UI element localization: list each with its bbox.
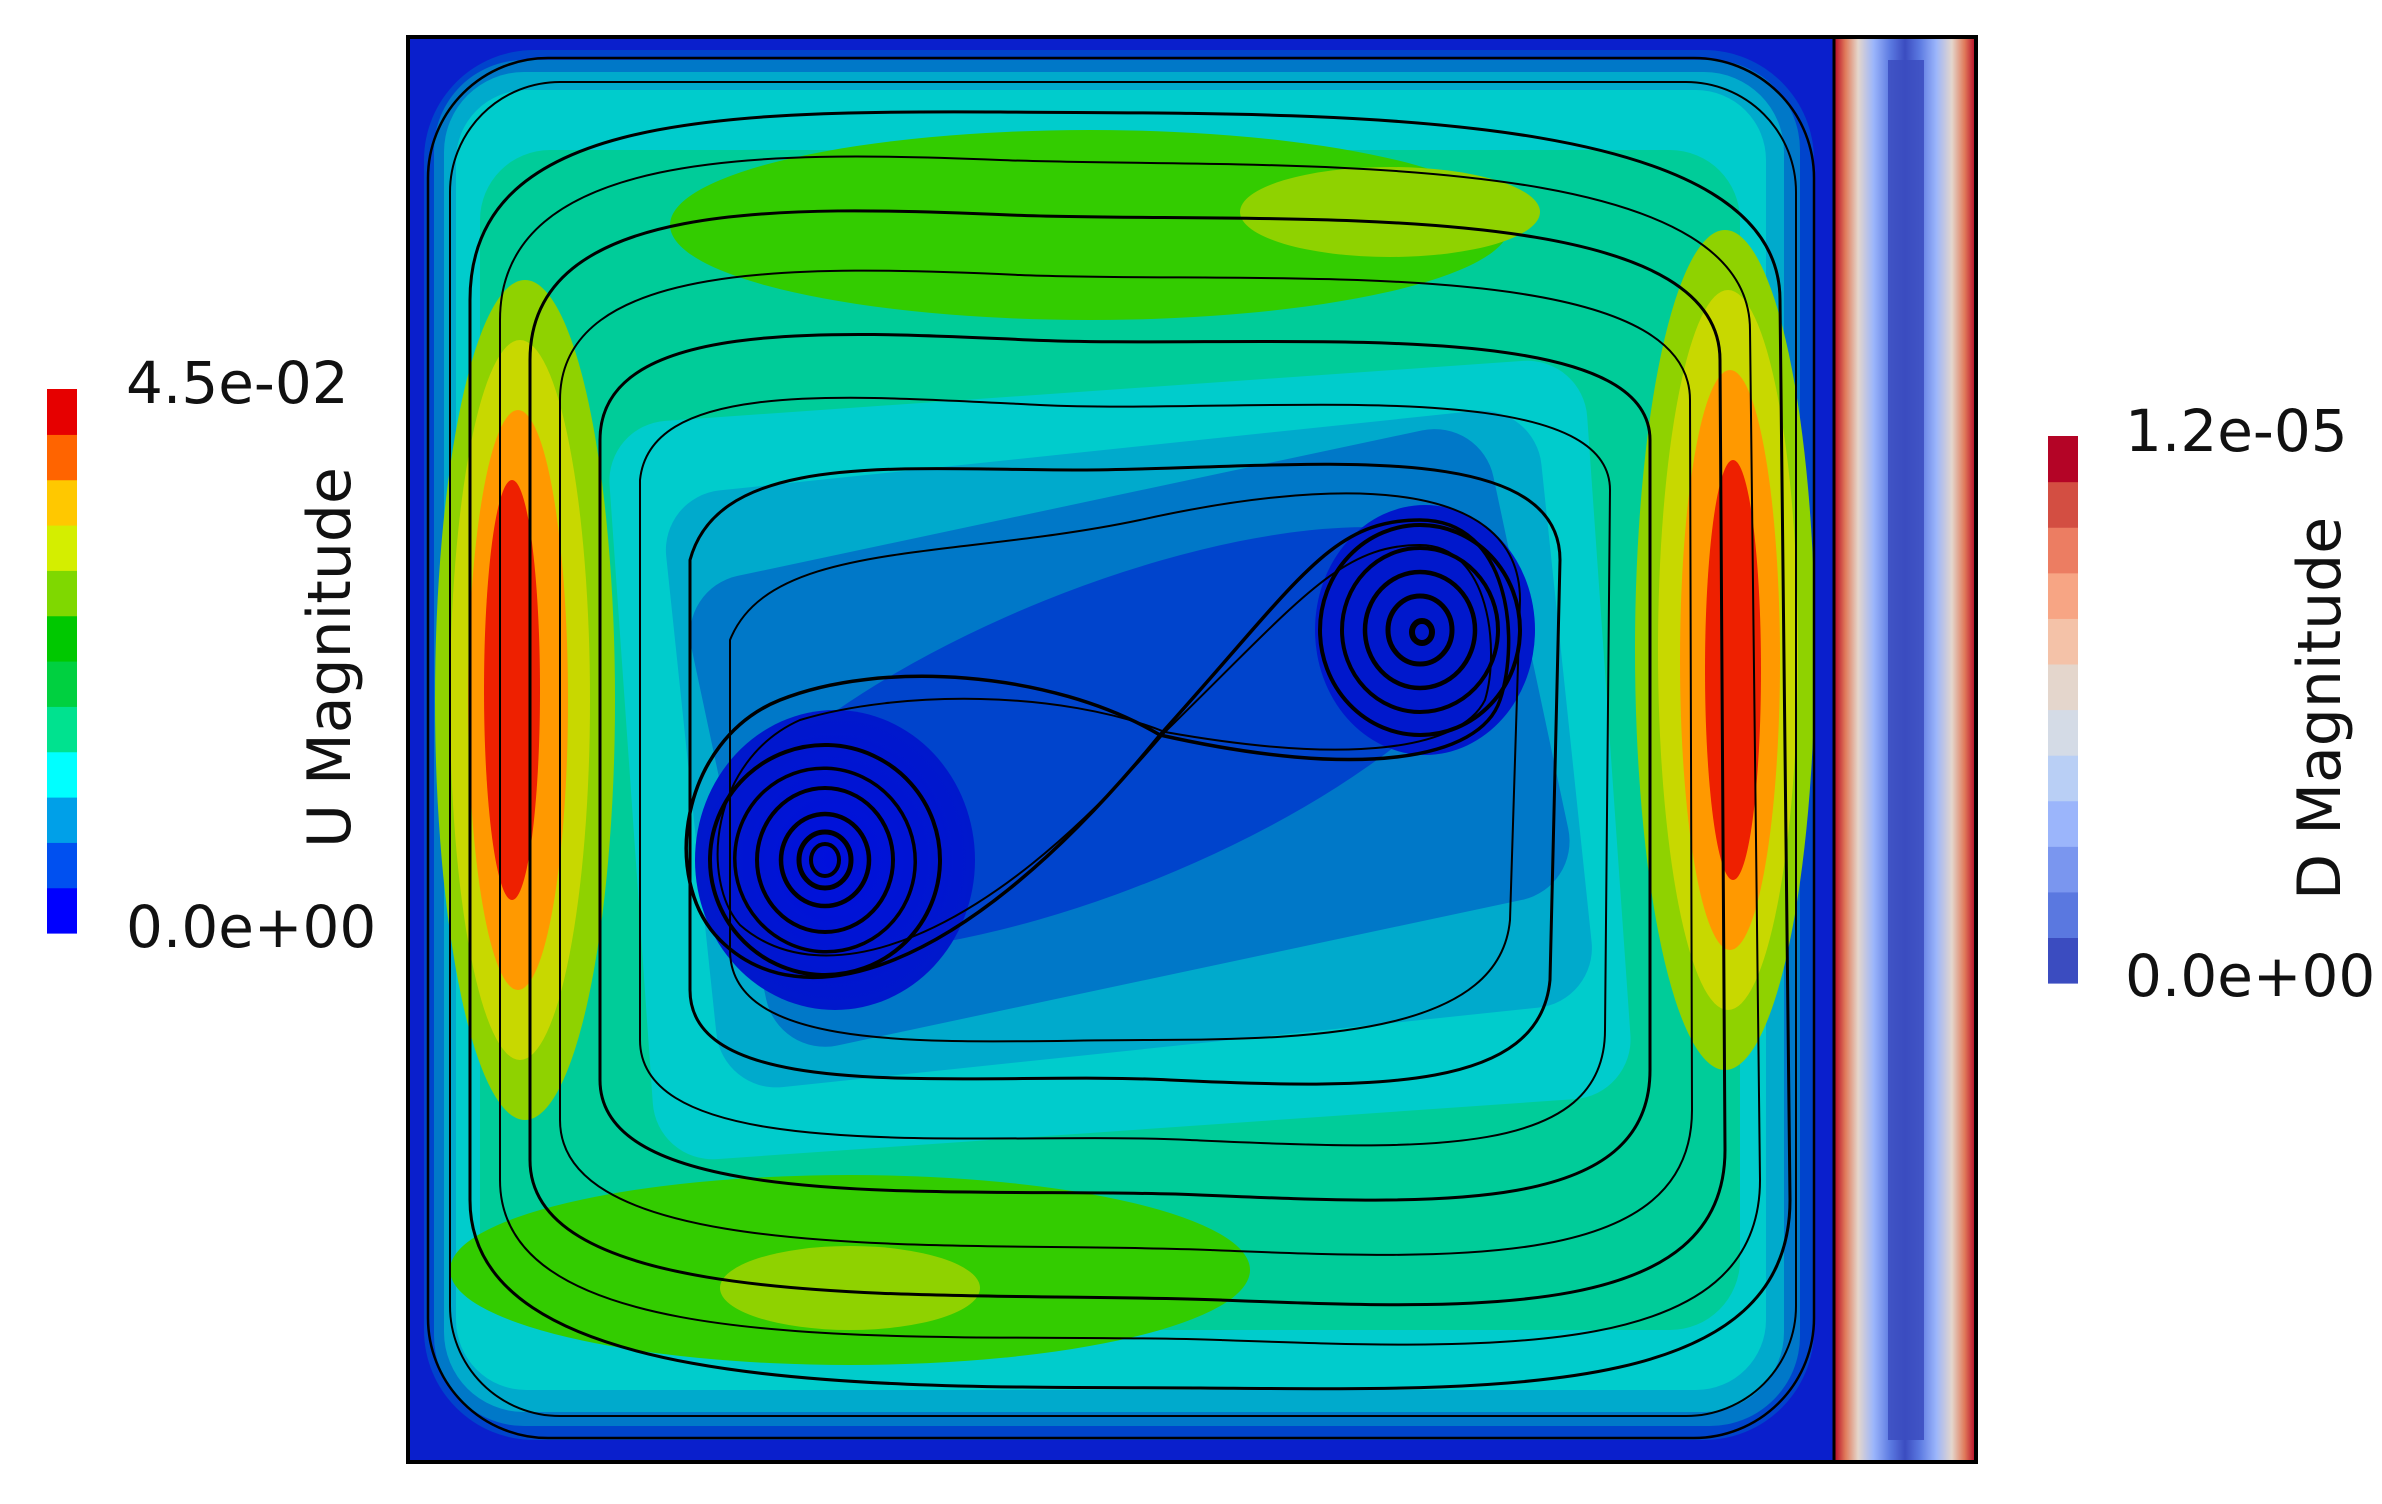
streamline-5 [528, 209, 1727, 1307]
d-magnitude-title: D Magnitude [2285, 516, 2355, 900]
d-magnitude-min-label: 0.0e+00 [2125, 942, 2376, 1010]
streamline-9 [688, 462, 1562, 1086]
u-magnitude-swatch-3 [47, 751, 77, 798]
u-magnitude-swatch-8 [47, 525, 77, 571]
d-magnitude-swatch-6 [2048, 663, 2078, 711]
u-magnitude-swatch-0 [47, 887, 77, 934]
d-magnitude-swatch-7 [2048, 618, 2078, 665]
vortex-left-ring-2 [733, 766, 917, 954]
u-magnitude-max-label: 4.5e-02 [126, 349, 349, 417]
u-magnitude-title: U Magnitude [295, 467, 365, 848]
vortex-right-ring-4 [1385, 593, 1455, 667]
vortex-right-ring-5 [1409, 618, 1435, 646]
u-magnitude-swatch-1 [47, 842, 77, 889]
d-magnitude-swatch-5 [2048, 709, 2078, 756]
streamline-7 [598, 332, 1652, 1202]
u-magnitude-swatch-4 [47, 706, 77, 753]
u-magnitude-swatch-7 [47, 570, 77, 617]
vortex-right-ring-2 [1340, 546, 1500, 714]
d-magnitude-swatch-3 [2048, 800, 2078, 847]
d-magnitude-swatch-4 [2048, 755, 2078, 802]
d-magnitude-colorbar [2048, 436, 2078, 984]
d-magnitude-swatch-9 [2048, 527, 2078, 574]
u-magnitude-swatch-11 [47, 389, 77, 435]
u-magnitude-colorbar [47, 389, 77, 934]
contour-right-red [1705, 460, 1761, 880]
u-magnitude-swatch-2 [47, 797, 77, 843]
contour-left-red [484, 480, 540, 900]
vortex-right-ring-1 [1318, 523, 1522, 737]
d-magnitude-swatch-0 [2048, 937, 2078, 984]
vortex-right-ring-3 [1362, 569, 1478, 691]
domain-border [406, 35, 1978, 1464]
vortex-left-core [695, 710, 975, 1010]
vortex-left-ring-3 [755, 786, 895, 934]
streamline-3 [468, 110, 1792, 1391]
u-magnitude-swatch-5 [47, 661, 77, 707]
solid-center-band [1888, 60, 1924, 1440]
d-magnitude-swatch-1 [2048, 891, 2078, 939]
streamline-outer-2 [449, 81, 1797, 1417]
u-magnitude-swatch-6 [47, 615, 77, 662]
contour-top-lightgreen [1240, 167, 1540, 257]
streamline-10 [729, 492, 1522, 1043]
vortex-left-ring-6 [809, 842, 841, 878]
d-magnitude-swatch-10 [2048, 481, 2078, 528]
streamline-8 [639, 396, 1612, 1147]
streamline-4 [499, 155, 1762, 1346]
vortex-left-ring-1 [708, 743, 942, 977]
vortex-left-ring-4 [778, 811, 872, 909]
d-magnitude-swatch-11 [2048, 436, 2078, 483]
vortex-left-ring-5 [796, 829, 854, 891]
streamlines [426, 56, 1816, 1440]
d-magnitude-swatch-2 [2048, 846, 2078, 893]
d-magnitude-swatch-8 [2048, 572, 2078, 619]
u-magnitude-swatch-9 [47, 479, 77, 526]
streamline-6 [559, 269, 1694, 1256]
contour-bottom-lightgreen [720, 1246, 980, 1330]
u-magnitude-swatch-10 [47, 434, 77, 481]
d-magnitude-max-label: 1.2e-05 [2125, 397, 2348, 465]
streamline-outer-1 [426, 56, 1816, 1440]
u-magnitude-min-label: 0.0e+00 [126, 893, 377, 961]
streamline-separatrix [684, 518, 1511, 979]
streamline-separatrix-inner [716, 543, 1493, 957]
